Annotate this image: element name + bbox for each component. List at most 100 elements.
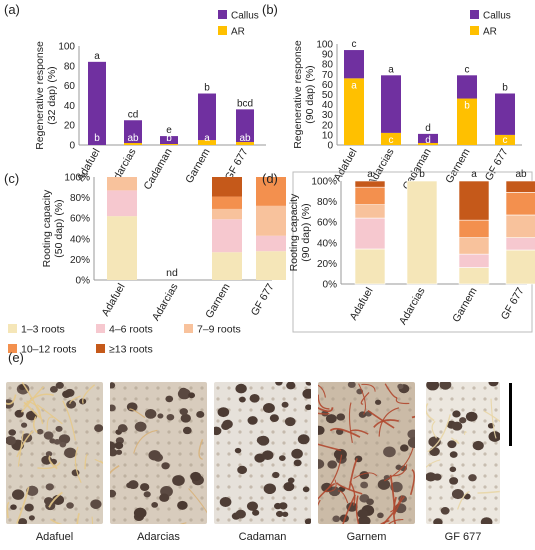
plate-hole xyxy=(342,386,346,390)
plate-hole xyxy=(216,452,220,456)
plate-hole xyxy=(238,463,242,467)
plate-hole xyxy=(364,419,368,423)
plate-hole xyxy=(293,507,297,511)
b-ytick-label: 80 xyxy=(322,60,334,71)
plate-hole xyxy=(439,452,443,456)
plate-hole xyxy=(227,485,231,489)
a-sig-label-top: e xyxy=(166,125,172,136)
plate-hole xyxy=(189,518,193,522)
plate-hole xyxy=(342,419,346,423)
plate-hole xyxy=(167,441,171,445)
plate-hole xyxy=(178,419,182,423)
explant xyxy=(94,424,103,432)
plate-hole xyxy=(282,430,286,434)
plate-hole xyxy=(249,496,253,500)
plate-hole xyxy=(30,386,34,390)
root-strand xyxy=(128,408,146,419)
d-bar-segment xyxy=(354,204,386,219)
plate-hole xyxy=(483,452,487,456)
plate-hole xyxy=(397,397,401,401)
plate-hole xyxy=(8,496,12,500)
plate-hole xyxy=(227,441,231,445)
plate-hole xyxy=(63,419,67,423)
plate-hole xyxy=(450,386,454,390)
plate-hole xyxy=(472,452,476,456)
explant xyxy=(11,489,25,500)
plate-hole xyxy=(134,419,138,423)
explant xyxy=(407,429,415,439)
root-strand xyxy=(390,495,403,513)
b-ytick-label: 20 xyxy=(322,120,334,131)
plate-hole xyxy=(156,485,160,489)
plate-hole xyxy=(304,430,308,434)
b-ytick-label: 10 xyxy=(322,130,334,141)
plate-hole xyxy=(282,397,286,401)
plate-hole xyxy=(260,397,264,401)
b-bar-segment xyxy=(344,78,364,145)
plate-hole xyxy=(200,419,204,423)
plate-hole xyxy=(342,507,346,511)
a-category-label: Garnem xyxy=(183,146,212,185)
plate-hole xyxy=(483,419,487,423)
explant xyxy=(17,518,28,524)
plate-hole xyxy=(238,518,242,522)
plate-hole xyxy=(408,507,412,511)
root-strand xyxy=(179,522,187,524)
plate-hole xyxy=(271,397,275,401)
root-strand xyxy=(33,416,38,434)
b-sig-label-top: d xyxy=(425,123,431,134)
plate-hole xyxy=(200,496,204,500)
plate-hole xyxy=(216,397,220,401)
d-bar-segment xyxy=(354,248,386,285)
a-ytick-label: 80 xyxy=(64,61,76,72)
a-sig-label-top: a xyxy=(94,51,100,62)
panel-e-label: (e) xyxy=(8,350,24,365)
plate-hole xyxy=(189,507,193,511)
plate-hole xyxy=(461,474,465,478)
plate-hole xyxy=(112,463,116,467)
b-sig-label-top: c xyxy=(352,39,357,50)
explant xyxy=(305,404,311,411)
roots-legend-swatch xyxy=(8,324,17,333)
plate-hole xyxy=(238,452,242,456)
plate-hole xyxy=(96,386,100,390)
plate-hole xyxy=(178,430,182,434)
explant xyxy=(62,390,71,399)
plate-hole xyxy=(428,397,432,401)
root-strand xyxy=(335,482,363,495)
explant xyxy=(235,383,247,394)
root-strand xyxy=(82,384,96,404)
plate-hole xyxy=(494,386,498,390)
explant xyxy=(433,473,442,481)
a-sig-label-top: b xyxy=(204,83,210,94)
a-sig-label-bottom: b xyxy=(166,133,172,144)
plate-hole xyxy=(342,408,346,412)
explant xyxy=(165,395,174,403)
plate-hole xyxy=(375,408,379,412)
explant xyxy=(263,483,276,495)
plate-hole xyxy=(178,518,182,522)
c-ytick-label: 60% xyxy=(70,214,90,225)
plate-hole xyxy=(494,463,498,467)
plate-hole xyxy=(428,496,432,500)
explant xyxy=(64,447,77,459)
plate-hole xyxy=(282,463,286,467)
plate-hole xyxy=(156,386,160,390)
plate-hole xyxy=(74,408,78,412)
plate-hole xyxy=(260,507,264,511)
root-strand xyxy=(348,458,358,491)
explant xyxy=(55,425,63,432)
plate-hole xyxy=(375,441,379,445)
root-strand xyxy=(361,383,376,392)
plate-hole xyxy=(96,474,100,478)
plate-hole xyxy=(216,386,220,390)
plate-hole xyxy=(167,518,171,522)
plate-hole xyxy=(353,397,357,401)
plate-hole xyxy=(96,452,100,456)
plate-hole xyxy=(450,430,454,434)
root-strand xyxy=(23,401,41,418)
explant xyxy=(110,382,116,389)
explant xyxy=(439,382,452,390)
b-sig-label-top: b xyxy=(502,82,508,93)
plate-hole xyxy=(271,441,275,445)
